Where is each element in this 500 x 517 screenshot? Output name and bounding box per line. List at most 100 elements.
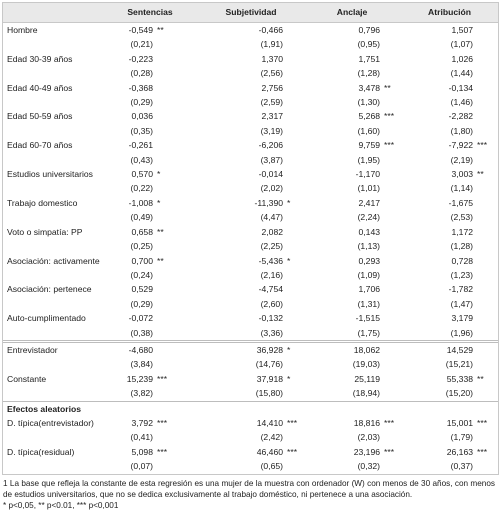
coef-value: -7,922	[448, 140, 474, 151]
std-error: (0,29)	[130, 298, 153, 309]
coef-value: -1,782	[448, 284, 474, 295]
stars	[380, 210, 401, 224]
coef-value: 3,003	[451, 169, 474, 180]
stars: **	[157, 226, 164, 237]
stars	[153, 326, 199, 342]
coef-value: 5,098	[131, 446, 153, 457]
std-error: (1,44)	[450, 68, 474, 79]
row-label	[3, 268, 101, 282]
std-error: (0,21)	[130, 39, 153, 50]
coef-value: -4,680	[101, 339, 153, 358]
stars	[473, 339, 499, 358]
std-error: (14,76)	[255, 359, 284, 370]
row-label: Auto-cumplimentado	[7, 313, 86, 324]
stars	[283, 167, 303, 181]
coef-value: 26,163	[446, 446, 474, 457]
std-error: (0,25)	[130, 241, 153, 252]
std-error: (2,02)	[260, 183, 284, 194]
stars	[153, 210, 199, 224]
stars: **	[477, 373, 484, 384]
row-label	[3, 430, 101, 444]
stars	[153, 138, 199, 152]
stars	[473, 386, 498, 401]
coef-value: 0,700	[131, 255, 153, 266]
stars	[153, 109, 199, 123]
std-error: (0,38)	[130, 327, 153, 338]
stars	[473, 181, 498, 195]
stars	[380, 52, 401, 66]
stars	[153, 430, 199, 444]
column-header: Sentencias	[101, 3, 200, 23]
std-error: (1,14)	[450, 183, 474, 194]
coef-value: 0,293	[358, 255, 381, 266]
coef-value: 23,196	[353, 446, 381, 457]
row-label	[3, 326, 101, 342]
stars	[153, 311, 199, 325]
coef-value: 15,001	[446, 417, 474, 428]
std-error: (3,84)	[130, 359, 153, 370]
coef-row: Edad 60-70 años -0,261 -6,206 9,759 *** -7,92…	[3, 138, 498, 152]
stars: **	[157, 25, 164, 35]
std-error: (4,47)	[260, 212, 284, 223]
stars	[283, 459, 303, 473]
row-label	[3, 95, 101, 109]
stars	[473, 268, 498, 282]
stars	[380, 311, 401, 325]
stars	[380, 196, 401, 210]
row-label: Edad 30-39 años	[7, 53, 73, 64]
std-error: (1,95)	[357, 154, 381, 165]
stars	[473, 23, 498, 38]
std-error: (0,43)	[130, 154, 153, 165]
stars	[283, 37, 303, 51]
stars: **	[157, 255, 164, 266]
stars	[283, 239, 303, 253]
stars	[283, 23, 303, 38]
stars: ***	[157, 373, 168, 384]
stars	[153, 339, 200, 358]
coef-value: -6,206	[258, 140, 284, 151]
coef-value: -11,390	[254, 197, 284, 208]
row-label	[3, 357, 101, 371]
stars	[283, 268, 303, 282]
stars: ***	[477, 446, 488, 457]
se-row: (0,29) (2,59) (1,30) (1,46)	[3, 95, 498, 109]
std-error: (2,42)	[260, 432, 284, 443]
coef-value: 36,928	[199, 339, 284, 358]
stars	[380, 239, 401, 253]
coef-row: Trabajo domestico -1,008 * -11,390 * 2,417 -1,…	[3, 196, 498, 210]
stars	[283, 326, 303, 342]
stars	[380, 430, 401, 444]
row-label	[3, 210, 101, 224]
stars	[283, 52, 303, 66]
coef-value: 3,179	[451, 313, 474, 324]
stars: ***	[287, 446, 298, 457]
stars	[283, 138, 303, 152]
stars	[473, 109, 498, 123]
stars	[153, 357, 199, 371]
coef-row: D. típica(residual) 5,098 *** 46,460 *** 23,1…	[3, 445, 498, 459]
column-header: Anclaje	[303, 3, 402, 23]
stars	[153, 459, 199, 473]
coef-value: 15,239	[126, 373, 153, 384]
coef-value: 0,036	[131, 111, 153, 122]
stars	[473, 196, 498, 210]
se-row: (0,28) (2,56) (1,28) (1,44)	[3, 66, 498, 80]
row-label	[3, 37, 101, 51]
coef-value: 2,317	[261, 111, 284, 122]
coef-value: -0,549	[128, 25, 153, 35]
std-error: (1,80)	[450, 125, 474, 136]
std-error: (0,24)	[130, 269, 153, 280]
se-row: (0,41) (2,42) (2,03) (1,79)	[3, 430, 498, 444]
stars	[283, 297, 303, 311]
coef-row: D. típica(entrevistador) 3,792 *** 14,410 **…	[3, 416, 498, 430]
stars	[153, 181, 199, 195]
std-error: (0,32)	[357, 461, 381, 472]
std-error: (1,01)	[357, 183, 381, 194]
coef-value: 2,756	[261, 82, 284, 93]
std-error: (15,20)	[445, 388, 474, 399]
std-error: (1,75)	[357, 327, 381, 338]
stars	[283, 153, 303, 167]
stars	[473, 153, 498, 167]
row-label	[3, 459, 101, 473]
coef-value: -0,368	[128, 82, 153, 93]
